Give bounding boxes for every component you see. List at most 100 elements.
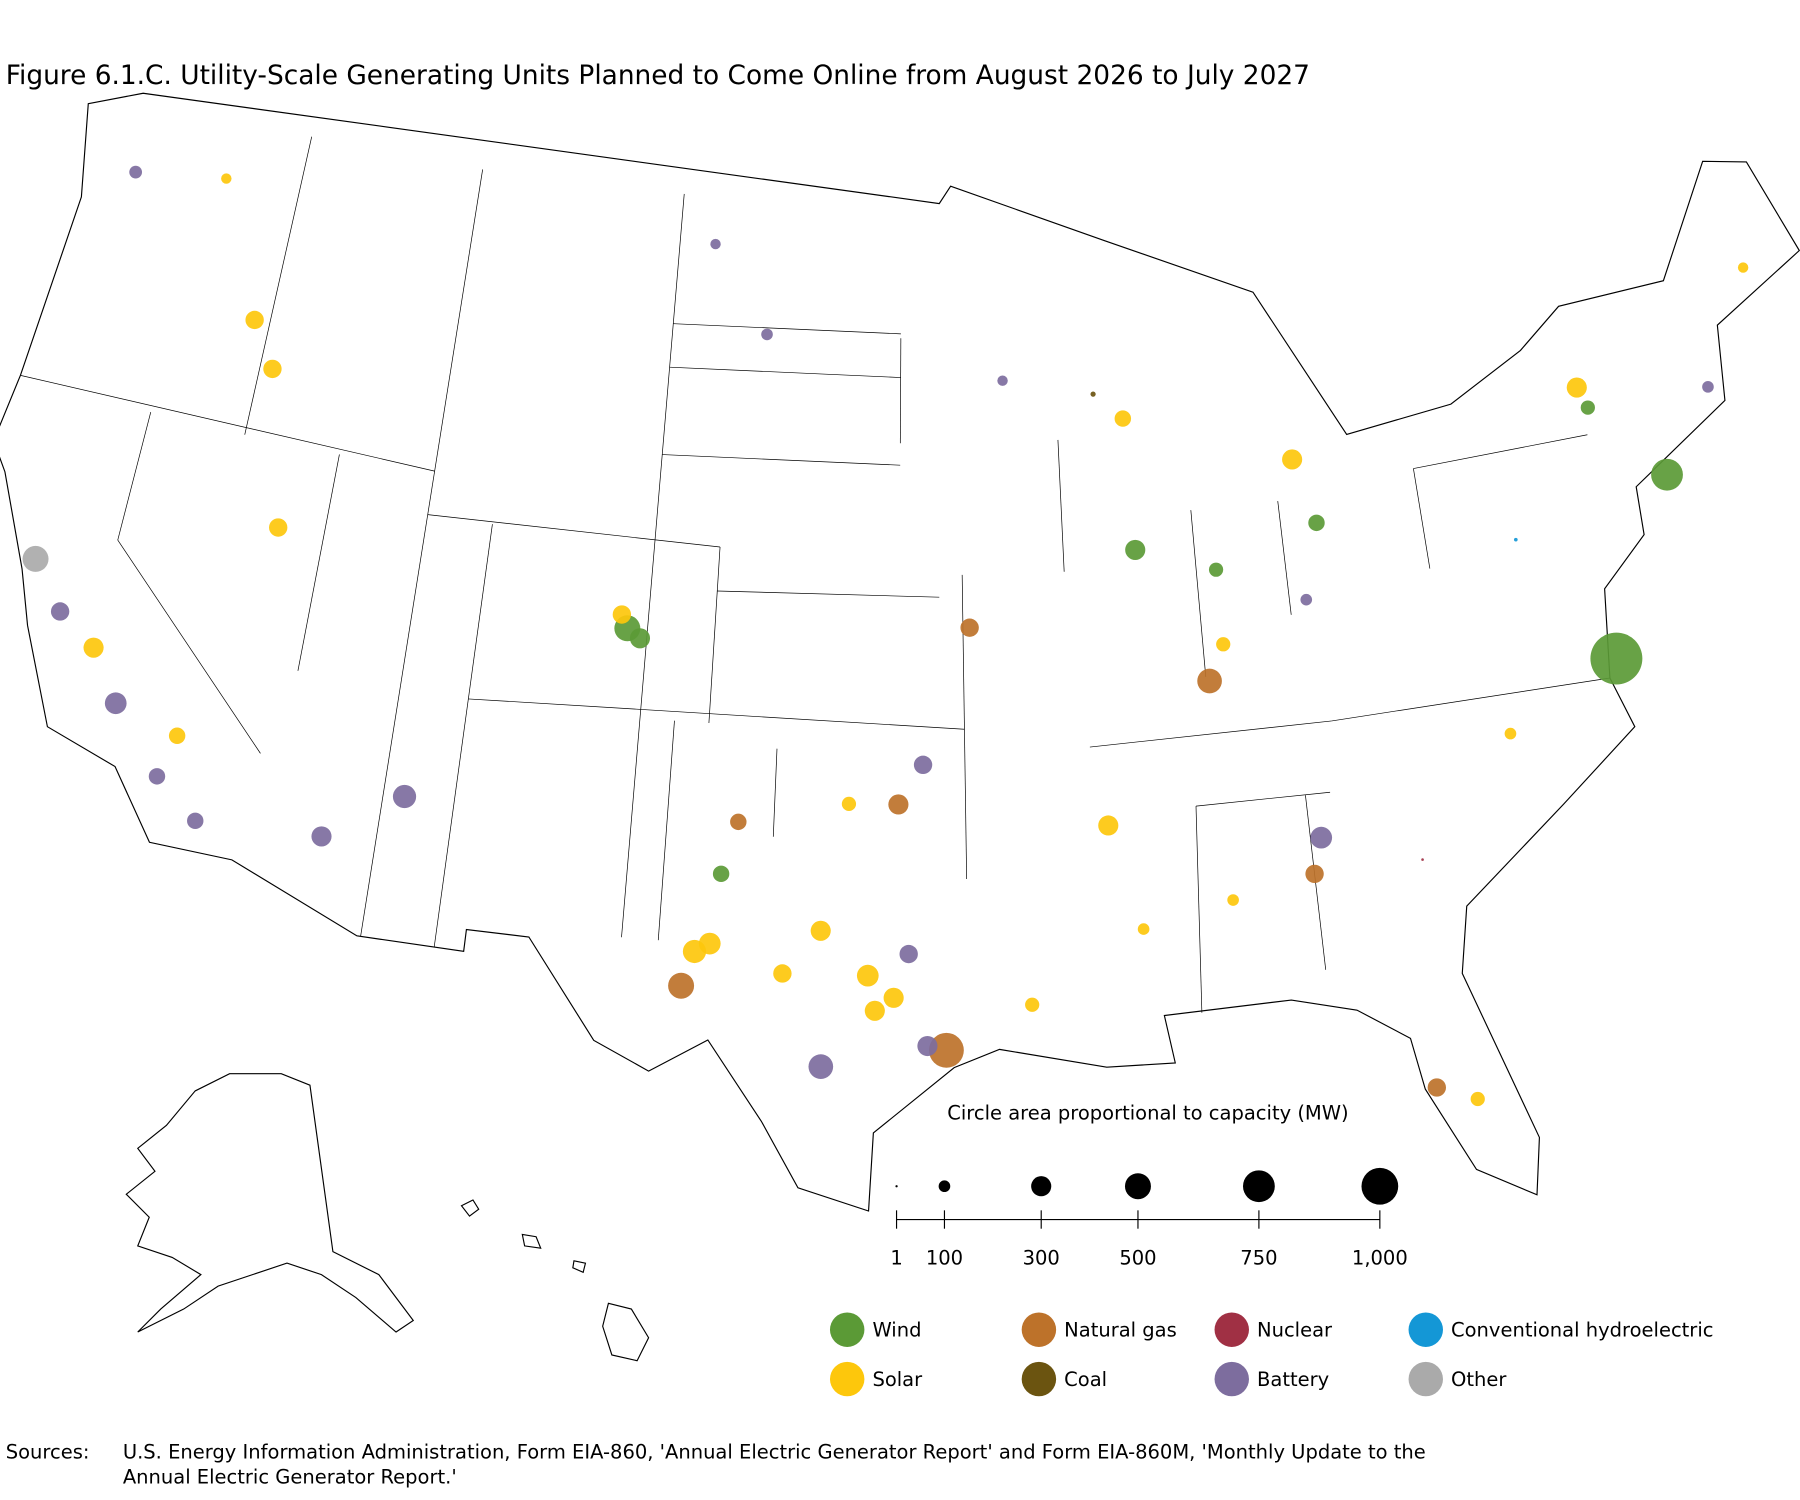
capacity-point [1025,997,1040,1012]
state-line [117,411,152,541]
capacity-point [612,605,632,624]
state-line [433,524,493,948]
capacity-point [1421,858,1424,861]
type-legend: Wind Natural gas Nuclear Conventional hydro… [829,1312,1713,1397]
state-line [1331,677,1610,722]
capacity-point [629,628,651,649]
capacity-point [668,972,695,999]
title: Figure 6.1.C. Utility-Scale Generating U… [6,60,1310,91]
state-line [621,193,685,938]
capacity-point [263,359,282,379]
legend-label: Wind [872,1319,921,1342]
legend-swatch [1021,1312,1057,1347]
state-line [662,454,901,466]
capacity-point [1208,562,1224,577]
hawaii-outline [460,1199,650,1362]
capacity-point [730,813,747,831]
capacity-point [712,865,730,883]
capacity-point [1702,381,1714,393]
state-line [673,323,901,335]
capacity-point [1308,514,1325,532]
state-line [899,338,902,444]
size-tick-label: 300 [1023,1246,1060,1269]
state-line [717,590,940,598]
alaska-hawaii [125,1073,650,1362]
state-line [1195,791,1331,807]
capacity-point [50,602,70,621]
size-tick-label: 100 [926,1246,963,1269]
size-tick-label: 1 [890,1246,902,1269]
capacity-point [1470,1091,1485,1107]
sources-text: Annual Electric Generator Report.' [123,1466,457,1489]
state-line [468,698,965,730]
state-line [657,720,675,941]
state-line [117,539,261,754]
capacity-point [22,545,49,572]
state-line [360,169,483,937]
capacity-point [841,796,857,811]
capacity-point [913,755,933,775]
capacity-point [129,165,143,179]
state-line [1277,501,1292,615]
capacity-point [168,727,186,744]
state-line [427,514,721,548]
size-tick-label: 500 [1119,1246,1156,1269]
capacity-point [888,794,909,815]
capacity-point [1300,593,1313,606]
capacity-point [1737,262,1749,273]
legend-swatch [829,1312,865,1347]
size-legend-circle [1124,1173,1151,1200]
state-line [1413,468,1431,569]
legend-swatch [1021,1361,1057,1397]
legend-swatch [1408,1361,1443,1397]
land [0,92,1800,1212]
legend-swatch [1408,1312,1443,1347]
capacity-point [997,375,1008,386]
capacity-point [1125,539,1146,560]
capacity-point [245,310,264,330]
capacity-point [698,932,721,955]
legend-swatch [829,1361,865,1397]
state-line [1413,434,1588,469]
state-line [1195,806,1203,1013]
state-line [1089,720,1332,748]
capacity-point [808,1054,834,1079]
capacity-point [1137,923,1150,935]
legend-label: Other [1451,1368,1507,1391]
size-legend-circle [1361,1167,1399,1205]
capacity-point [960,618,979,637]
legend-label: Natural gas [1064,1319,1177,1342]
capacity-point [311,826,332,847]
capacity-point [1590,632,1643,685]
points [22,165,1749,1107]
state-line [708,547,721,724]
size-legend-title: Circle area proportional to capacity (MW… [947,1102,1348,1125]
size-tick-label: 1,000 [1352,1246,1408,1269]
legend-label: Solar [872,1368,923,1391]
capacity-point [928,1032,964,1068]
state-line [1057,439,1065,572]
legend-label: Battery [1257,1368,1329,1391]
capacity-point [1504,727,1517,740]
capacity-point [1197,668,1222,694]
legend-swatch [1214,1361,1249,1397]
capacity-point [1513,537,1518,542]
capacity-point [1310,826,1333,849]
capacity-point [1114,410,1132,427]
capacity-point [899,944,918,964]
alaska-outline [125,1073,415,1333]
capacity-point [1098,815,1119,836]
capacity-point [761,328,773,341]
capacity-point [1651,458,1683,491]
capacity-point [810,920,831,941]
sources-label: Sources: [6,1440,90,1463]
size-legend-circle [1242,1170,1275,1203]
size-tick-label: 750 [1240,1246,1277,1269]
capacity-point [221,173,232,184]
state-line [297,454,340,671]
size-legend-circle [938,1180,951,1193]
capacity-point [917,1035,938,1057]
capacity-point [1305,864,1324,884]
